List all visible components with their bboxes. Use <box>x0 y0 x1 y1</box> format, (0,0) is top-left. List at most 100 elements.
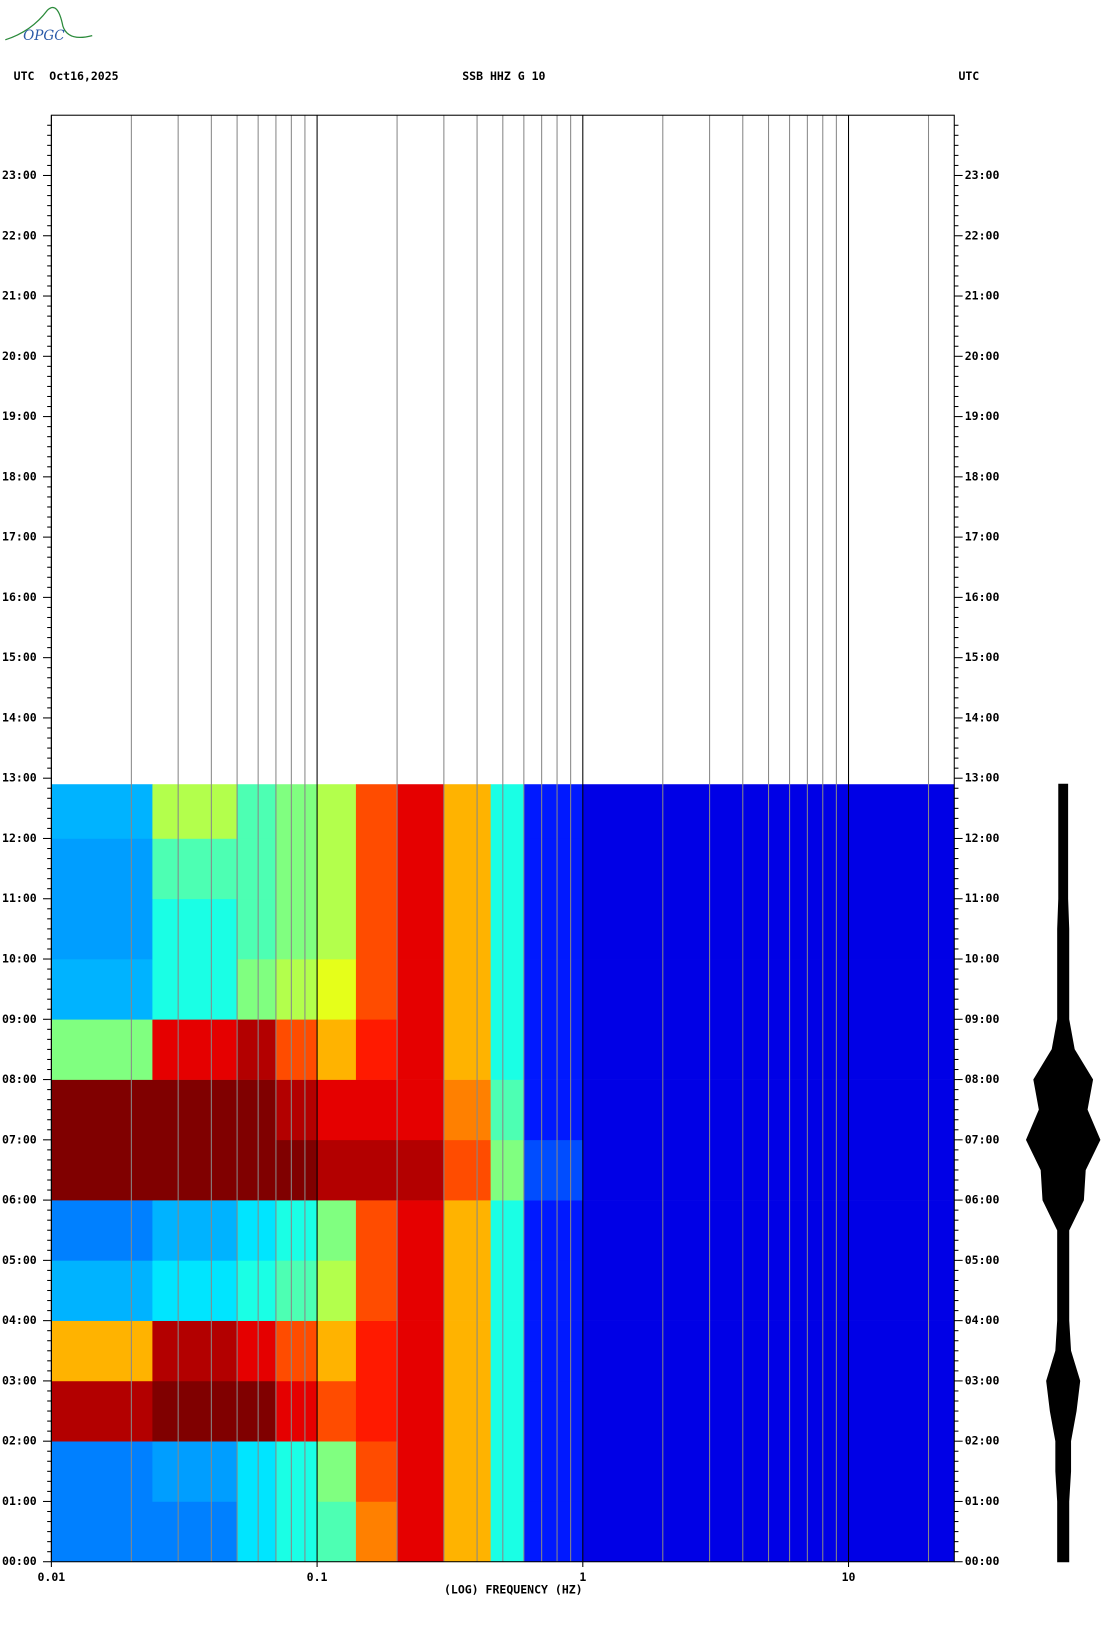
spectrogram-cell <box>51 1019 153 1080</box>
y-tick-label: 21:00 <box>2 289 37 303</box>
x-axis-label: (LOG) FREQUENCY (HZ) <box>444 1583 583 1597</box>
spectrogram-cell <box>51 1260 153 1321</box>
spectrogram-cell <box>317 1200 357 1261</box>
spectrogram-cell <box>443 959 491 1020</box>
spectrogram-cell <box>490 1441 525 1502</box>
y-tick-label: 19:00 <box>965 409 1000 423</box>
y-tick-label: 08:00 <box>2 1072 37 1086</box>
y-tick-label: 16:00 <box>965 590 1000 604</box>
spectrogram-cell <box>275 1200 318 1261</box>
spectrogram-cell <box>443 1079 491 1141</box>
y-tick-label: 22:00 <box>2 228 37 242</box>
spectrogram-cell <box>397 959 445 1020</box>
spectrogram-cell <box>237 1260 277 1321</box>
spectrogram-cell <box>152 1200 238 1261</box>
y-tick-label: 14:00 <box>2 710 37 724</box>
spectrogram-cell <box>152 898 238 960</box>
spectrogram-cell <box>237 1380 277 1442</box>
spectrogram-cell <box>523 1079 584 1141</box>
y-tick-label: 10:00 <box>965 952 1000 966</box>
spectrogram-cell <box>355 959 398 1020</box>
spectrogram-cell <box>317 784 357 839</box>
spectrogram-cell <box>275 784 318 839</box>
y-tick-label: 13:00 <box>2 771 37 785</box>
spectrogram-cell <box>523 959 584 1020</box>
y-tick-label: 17:00 <box>2 530 37 544</box>
x-tick-label: 0.01 <box>38 1570 66 1584</box>
spectrogram-cell <box>152 1380 238 1442</box>
spectrogram-cell <box>317 1079 357 1141</box>
spectrogram-cell <box>275 1380 318 1442</box>
y-tick-label: 07:00 <box>2 1132 37 1146</box>
header-right: UTC <box>958 69 979 83</box>
spectrogram-cell <box>397 1320 445 1382</box>
spectrogram-cell <box>51 1441 153 1502</box>
spectrogram-cell <box>397 1019 445 1080</box>
spectrogram-cell <box>237 1200 277 1261</box>
spectrogram-cell <box>237 898 277 960</box>
spectrogram-cell <box>490 1260 525 1321</box>
spectrogram-cell <box>397 898 445 960</box>
spectrogram-cell <box>275 959 318 1020</box>
y-tick-label: 06:00 <box>2 1193 37 1207</box>
y-tick-label: 08:00 <box>965 1072 1000 1086</box>
spectrogram-cell <box>275 1260 318 1321</box>
spectrogram-cell <box>237 1441 277 1502</box>
spectrogram-cell <box>275 1441 318 1502</box>
spectrogram-cell <box>51 784 153 839</box>
spectrogram-cell <box>443 1200 491 1261</box>
spectrogram-cell <box>152 959 238 1020</box>
spectrogram-cell <box>51 1501 153 1563</box>
spectrogram-cell <box>523 784 584 839</box>
y-tick-label: 03:00 <box>2 1373 37 1387</box>
y-tick-label: 16:00 <box>2 590 37 604</box>
spectrogram-cell <box>237 1501 277 1563</box>
spectrogram-cell <box>355 1260 398 1321</box>
spectrogram-cell <box>443 784 491 839</box>
spectrogram-cell <box>355 1200 398 1261</box>
spectrogram-cell <box>237 784 277 839</box>
y-tick-label: 02:00 <box>2 1434 37 1448</box>
spectrogram-cell <box>443 1019 491 1080</box>
spectrogram-cell <box>237 1320 277 1382</box>
spectrogram-cell <box>523 1260 584 1321</box>
spectrogram-cell <box>523 1200 584 1261</box>
spectrogram-cell <box>355 898 398 960</box>
spectrogram-cell <box>523 1380 584 1442</box>
y-tick-label: 13:00 <box>965 771 1000 785</box>
spectrogram-cell <box>275 838 318 900</box>
y-tick-label: 12:00 <box>965 831 1000 845</box>
seismogram-trace <box>1025 783 1101 1563</box>
y-tick-label: 15:00 <box>965 650 1000 664</box>
spectrogram-cell <box>317 838 357 900</box>
y-tick-label: 06:00 <box>965 1193 1000 1207</box>
y-tick-label: 18:00 <box>2 469 37 483</box>
spectrogram-cell <box>317 898 357 960</box>
spectrogram-cell <box>237 1079 277 1141</box>
spectrogram-cell <box>490 959 525 1020</box>
spectrogram-cell <box>275 1320 318 1382</box>
spectrogram-cell <box>443 1501 491 1563</box>
x-tick-label: 10 <box>842 1570 856 1584</box>
y-tick-label: 18:00 <box>965 469 1000 483</box>
spectrogram-cell <box>237 1139 277 1201</box>
spectrogram-cell <box>397 1079 445 1141</box>
spectrogram-cell <box>490 838 525 900</box>
y-tick-label: 21:00 <box>965 289 1000 303</box>
spectrogram-cell <box>490 1139 525 1201</box>
spectrogram-cell <box>523 898 584 960</box>
spectrogram-cell <box>490 1079 525 1141</box>
spectrogram-cell <box>490 1501 525 1563</box>
spectrogram-cell <box>523 1501 584 1563</box>
spectrogram-cell <box>523 1320 584 1382</box>
y-tick-label: 09:00 <box>965 1012 1000 1026</box>
spectrogram-cell <box>275 1079 318 1141</box>
spectrogram-cell <box>317 1019 357 1080</box>
spectrogram-cell <box>152 1260 238 1321</box>
spectrogram-cell <box>275 1139 318 1201</box>
spectrogram-cell <box>523 1139 584 1201</box>
y-tick-label: 22:00 <box>965 228 1000 242</box>
spectrogram-cell <box>237 959 277 1020</box>
